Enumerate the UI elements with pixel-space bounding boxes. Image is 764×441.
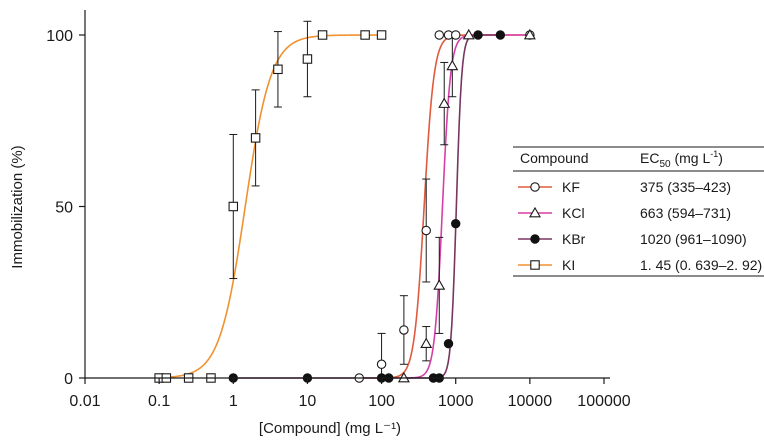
point-ki	[376, 30, 387, 40]
legend-name-kcl: KCl	[562, 205, 585, 221]
legend-name-kbr: KBr	[562, 231, 586, 247]
point-kbr	[451, 218, 461, 229]
error-bars	[229, 20, 457, 378]
x-tick-label: 0.01	[69, 393, 100, 410]
legend-rows: KF 375 (335–423) KCl 663 (594–731) KBr 1020 (…	[518, 179, 762, 273]
x-axis-ticks: 0.01 0.1 1 10 100 1000 10000 100000	[69, 378, 631, 410]
point-kcl	[420, 337, 433, 349]
x-tick-label: 1	[229, 393, 238, 410]
point-ki	[228, 201, 239, 212]
legend-name-kf: KF	[562, 179, 580, 195]
point-ki	[317, 30, 328, 40]
legend-header-ec50-close: )	[718, 150, 723, 166]
legend-header-ec50: EC50 (mg L-1)	[640, 149, 723, 170]
legend-marker-ki	[530, 260, 540, 270]
point-ki	[250, 133, 261, 143]
legend-header-ec50-unit: (mg L	[671, 150, 711, 166]
legend-header-compound: Compound	[520, 150, 589, 166]
y-tick-label: 50	[55, 200, 73, 217]
point-kcl	[438, 97, 451, 108]
y-axis-ticks: 0 50 100	[46, 28, 85, 388]
point-kcl	[446, 59, 459, 71]
point-kbr	[473, 30, 483, 40]
legend-ec50-kbr: 1020 (961–1090)	[640, 231, 747, 247]
y-axis-title: Immobilization (%)	[9, 145, 26, 268]
legend-ec50-kf: 375 (335–423)	[640, 179, 731, 195]
legend-ec50-kcl: 663 (594–731)	[640, 205, 731, 221]
point-kf	[421, 225, 431, 236]
x-tick-label: 100000	[577, 393, 630, 410]
legend-marker-kcl	[529, 206, 541, 218]
point-kcl	[397, 371, 410, 383]
x-axis-title: [Compound] (mg L⁻¹)	[259, 420, 401, 437]
point-kf	[450, 30, 461, 40]
point-ki	[273, 64, 283, 75]
legend-header-ec50-label: EC	[640, 150, 659, 166]
point-ki	[360, 30, 370, 40]
point-kcl	[433, 279, 446, 290]
x-tick-label: 10000	[508, 393, 553, 410]
curve-kbr	[233, 34, 501, 379]
legend-ec50-ki: 1. 45 (0. 639–2. 92)	[640, 257, 762, 273]
point-kcl	[462, 28, 475, 40]
legend: Compound EC50 (mg L-1) KF 375 (335–423) KC…	[513, 146, 764, 277]
x-tick-label: 0.1	[148, 393, 170, 410]
point-kf	[376, 359, 387, 370]
point-kf	[399, 325, 409, 335]
point-kbr	[443, 339, 454, 349]
curve-ki	[159, 34, 382, 379]
axes	[84, 10, 610, 379]
point-kcl	[523, 28, 536, 40]
legend-name-ki: KI	[562, 257, 575, 273]
x-tick-label: 10	[299, 393, 317, 410]
legend-header-ec50-sup: -1	[710, 149, 718, 159]
point-kf	[434, 30, 445, 40]
y-tick-label: 100	[46, 28, 73, 45]
legend-marker-kbr	[530, 234, 540, 244]
y-tick-label: 0	[64, 371, 73, 388]
point-kbr	[495, 30, 506, 40]
data-points	[154, 28, 536, 383]
x-tick-label: 100	[368, 393, 395, 410]
x-tick-label: 1000	[438, 393, 474, 410]
point-ki	[302, 54, 313, 64]
legend-header-ec50-sub: 50	[659, 159, 671, 170]
legend-marker-kf	[530, 182, 540, 192]
fitted-curves	[159, 34, 530, 379]
